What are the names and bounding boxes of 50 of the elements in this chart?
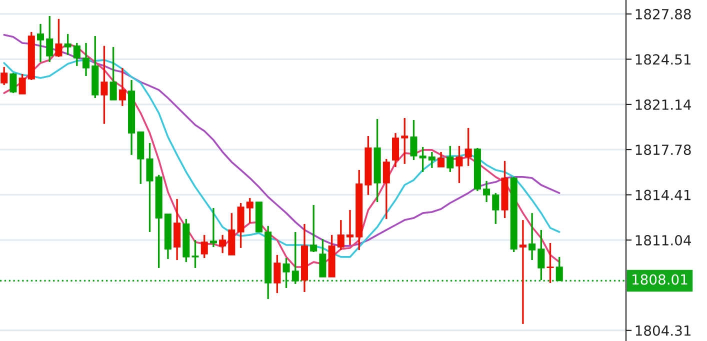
candlestick [210, 207, 217, 248]
candlestick [0, 66, 8, 86]
candlestick [246, 197, 254, 224]
candlestick [310, 204, 318, 253]
candlestick [556, 256, 563, 282]
candlestick [73, 42, 80, 67]
candlestick [446, 145, 454, 173]
candlestick [438, 151, 445, 168]
candlestick [64, 33, 72, 56]
candlestick [46, 15, 54, 63]
candlestick [319, 238, 326, 278]
candlestick [346, 209, 354, 246]
candlestick [146, 142, 154, 233]
candlestick [100, 45, 108, 125]
candlestick [118, 67, 126, 107]
candlestick [36, 23, 44, 63]
candlestick [282, 257, 290, 289]
candlestick [110, 46, 117, 101]
y-tick-label: 1817.78 [636, 144, 691, 156]
candlestick [18, 73, 26, 95]
y-tick-label: 1821.14 [636, 99, 691, 110]
candlestick [538, 229, 545, 281]
candlestick [519, 219, 526, 325]
candlestick [10, 72, 17, 94]
candlestick [401, 117, 408, 165]
candlestick [456, 145, 463, 184]
y-tick-label: 1814.41 [636, 190, 690, 200]
candlestick [392, 132, 400, 168]
candlestick [200, 234, 208, 259]
y-tick-label: 1811.04 [636, 235, 691, 246]
candlestick [528, 212, 536, 261]
candlestick [483, 180, 490, 203]
candlestick [337, 219, 344, 251]
candlestick [292, 231, 299, 285]
candlestick [428, 151, 436, 169]
candlestick [82, 42, 90, 77]
candlestick [274, 254, 281, 294]
candlestick [219, 234, 226, 254]
candlestick [492, 192, 500, 225]
candlestick [192, 239, 199, 269]
candlestick [419, 146, 426, 173]
y-tick-label: 1824.51 [636, 54, 690, 65]
candlestick [464, 127, 472, 167]
candlestick [410, 119, 418, 161]
y-tick-label: 1827.88 [636, 8, 691, 20]
candlestick [382, 158, 390, 220]
ref-line-label: 1808.01 [632, 274, 688, 285]
candlestick [546, 242, 554, 284]
candlestick [55, 18, 62, 58]
y-tick-label: 1804.31 [636, 325, 690, 336]
